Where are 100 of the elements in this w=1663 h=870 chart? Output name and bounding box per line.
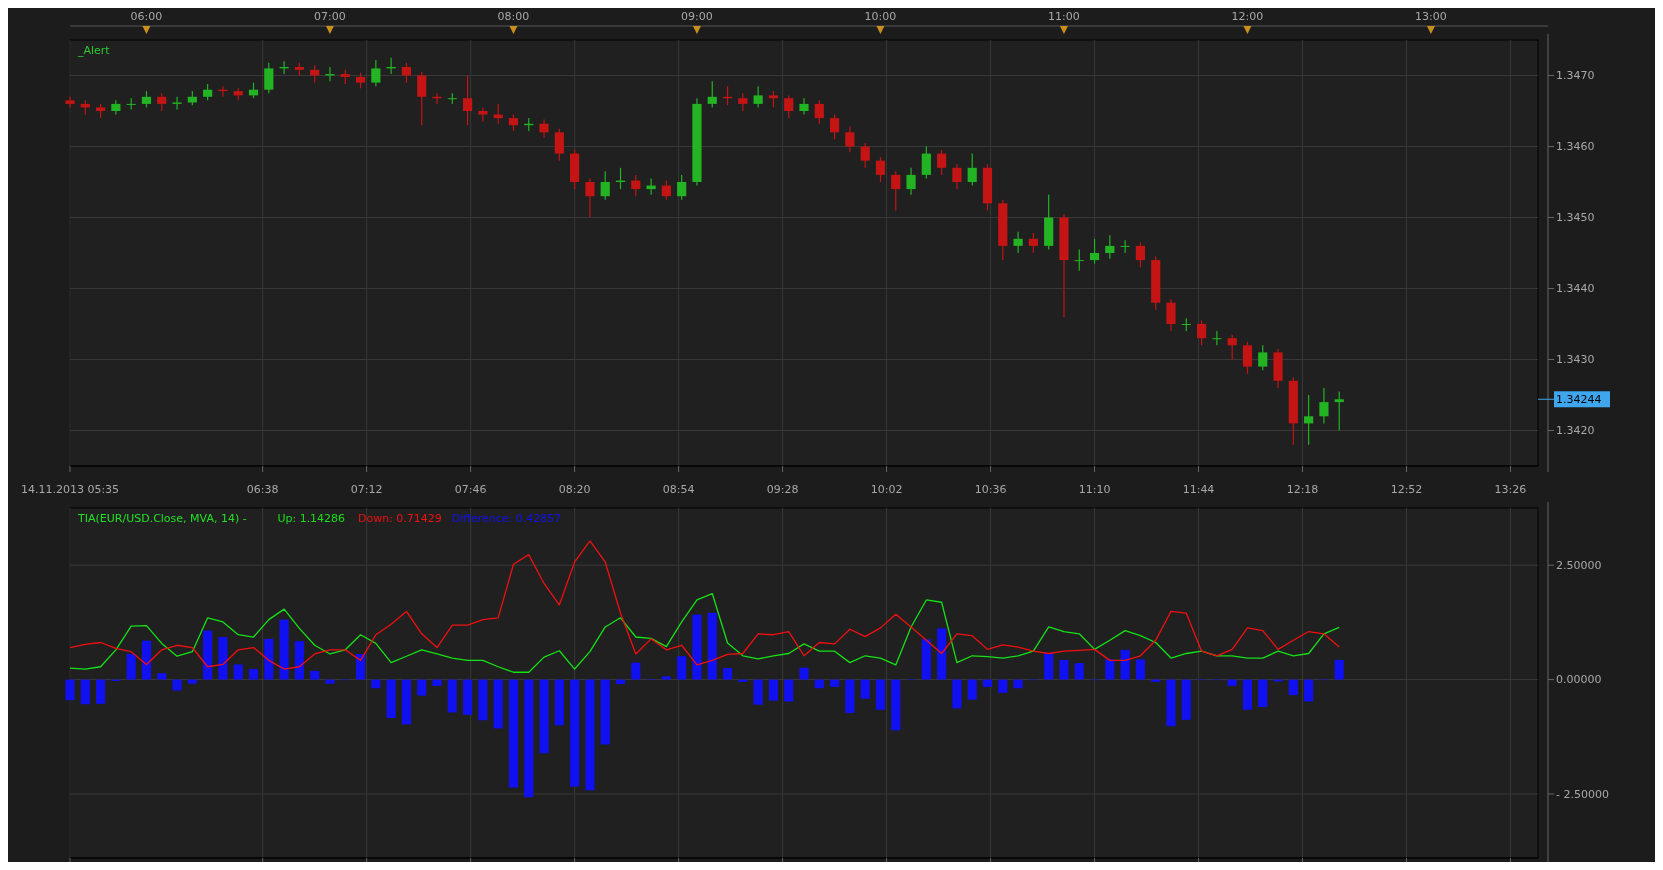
x-tick-label: 08:54 <box>662 483 695 496</box>
x-tick-label: 11:44 <box>1182 483 1215 496</box>
bar <box>493 679 503 729</box>
bar <box>1013 679 1023 689</box>
bar <box>692 614 702 680</box>
candlestick <box>1242 341 1253 375</box>
x-tick-label: 09:28 <box>766 483 799 496</box>
candlestick <box>1334 390 1344 432</box>
x-tick-label: 11:10 <box>1078 483 1111 496</box>
bar <box>860 679 870 699</box>
bar <box>218 637 228 680</box>
x-tick-label: 08:20 <box>558 483 591 496</box>
bar <box>554 679 564 726</box>
bar <box>1135 659 1146 680</box>
y-tick-label: - 2.50000 <box>1556 787 1609 801</box>
y-tick-label: 1.3470 <box>1556 69 1595 83</box>
bar <box>722 668 733 680</box>
candlestick <box>1120 239 1130 254</box>
candlestick <box>814 99 824 125</box>
x2-tick-label: 08:00 <box>497 10 530 23</box>
bar <box>1288 679 1298 696</box>
bar <box>187 679 197 684</box>
candlestick <box>600 170 610 201</box>
candlestick <box>554 128 564 162</box>
bar <box>585 679 595 791</box>
candlestick <box>1028 232 1038 254</box>
candlestick <box>401 62 412 84</box>
bar <box>937 628 947 680</box>
bar <box>524 679 534 798</box>
bar <box>463 679 473 715</box>
bar <box>967 679 977 700</box>
candlestick <box>860 142 870 169</box>
x2-tick-label: 12:00 <box>1231 10 1264 23</box>
bar <box>248 669 259 680</box>
candlestick <box>952 163 962 190</box>
candlestick <box>325 66 335 82</box>
x-tick-label: 07:46 <box>454 483 487 496</box>
candlestick <box>1013 231 1023 254</box>
bar <box>891 679 901 731</box>
x-tick-label: 06:38 <box>246 483 279 496</box>
bar <box>1166 679 1176 727</box>
bar <box>1242 679 1253 710</box>
candlestick <box>875 156 886 183</box>
line-series <box>69 540 1340 670</box>
candlestick <box>1258 344 1268 371</box>
bar <box>1304 679 1314 702</box>
candlestick <box>585 177 595 219</box>
bar <box>325 679 335 684</box>
bar <box>65 679 75 701</box>
candlestick <box>111 99 121 116</box>
candlestick <box>371 59 381 87</box>
candlestick <box>799 97 809 116</box>
bar <box>1120 649 1130 680</box>
y-tick-label: 1.3430 <box>1556 353 1595 367</box>
bar <box>600 679 610 745</box>
bar <box>814 679 824 689</box>
candlestick <box>845 126 855 153</box>
x-tick-label: 10:02 <box>870 483 903 496</box>
chart-title: TIA(EUR/USD.Close, MVA, 14) - <box>77 512 247 525</box>
candlestick <box>707 80 717 109</box>
candlestick <box>463 74 473 126</box>
candlestick <box>1319 387 1329 424</box>
bar <box>355 653 366 680</box>
bar <box>447 679 457 713</box>
candlestick <box>417 71 427 126</box>
candlestick <box>921 145 931 180</box>
y-tick-label: 1.3460 <box>1556 140 1595 154</box>
bar <box>294 641 304 680</box>
x-tick-label: 13:26 <box>1494 483 1527 496</box>
candlestick <box>1105 234 1115 260</box>
x2-tick-label: 06:00 <box>130 10 163 23</box>
candlestick <box>784 94 794 119</box>
bar <box>921 639 931 680</box>
candlestick <box>1227 334 1237 361</box>
bar <box>952 679 962 709</box>
bar <box>539 679 549 754</box>
candlestick <box>478 106 488 123</box>
y-tick-label: 1.3440 <box>1556 282 1595 296</box>
x2-tick-label: 13:00 <box>1415 10 1447 23</box>
bar <box>799 667 809 680</box>
bar <box>279 619 289 680</box>
x2-tick-label: 07:00 <box>314 10 346 23</box>
candlestick <box>1089 238 1100 265</box>
bar <box>172 679 182 691</box>
candlestick <box>264 62 274 94</box>
candlestick <box>539 118 549 139</box>
bar <box>432 679 442 686</box>
bar <box>1059 659 1069 680</box>
bar <box>784 679 794 702</box>
candlestick <box>1212 330 1222 346</box>
y-tick-label: 1.3450 <box>1556 211 1595 225</box>
candlestick <box>937 149 947 176</box>
bar <box>264 638 274 680</box>
line-series <box>69 592 1340 673</box>
candlestick <box>967 153 977 187</box>
bar <box>80 679 90 705</box>
x-tick-label: 07:12 <box>350 483 383 496</box>
x-tick-label: 12:52 <box>1390 483 1423 496</box>
x-tick-label: 12:18 <box>1286 483 1319 496</box>
bar <box>707 612 717 680</box>
